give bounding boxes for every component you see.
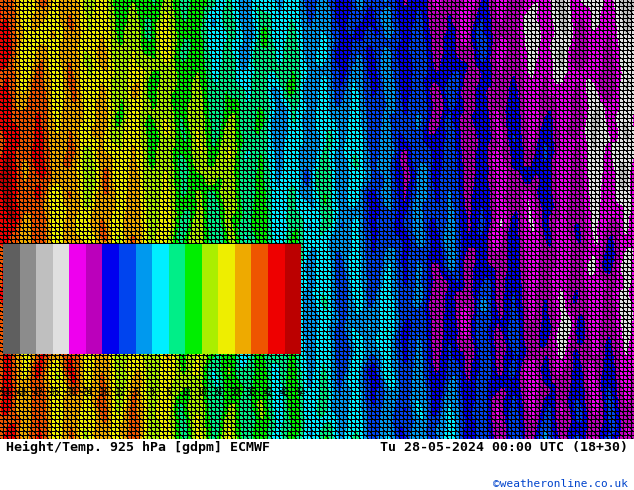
Text: -18: -18 [96, 388, 110, 397]
Text: 24: 24 [214, 388, 223, 397]
Text: 6: 6 [166, 388, 171, 397]
Text: 0: 0 [150, 388, 155, 397]
Text: -42: -42 [29, 388, 43, 397]
Bar [252, 244, 268, 354]
Bar [169, 244, 185, 354]
Text: 30: 30 [230, 388, 240, 397]
Text: Height/Temp. 925 hPa [gdpm] ECMWF: Height/Temp. 925 hPa [gdpm] ECMWF [6, 441, 270, 454]
Bar [136, 244, 152, 354]
Bar [185, 244, 202, 354]
Text: ©weatheronline.co.uk: ©weatheronline.co.uk [493, 479, 628, 489]
Bar [86, 244, 103, 354]
Text: -24: -24 [79, 388, 93, 397]
Bar [285, 244, 301, 354]
Bar [3, 244, 20, 354]
Bar [36, 244, 53, 354]
Text: -48: -48 [13, 388, 27, 397]
Bar [235, 244, 252, 354]
Bar [218, 244, 235, 354]
Text: -6: -6 [131, 388, 140, 397]
Text: 42: 42 [263, 388, 273, 397]
Bar [119, 244, 136, 354]
Text: Tu 28-05-2024 00:00 UTC (18+30): Tu 28-05-2024 00:00 UTC (18+30) [380, 441, 628, 454]
Text: 54: 54 [297, 388, 306, 397]
Bar [20, 244, 36, 354]
Bar [69, 244, 86, 354]
Bar [103, 244, 119, 354]
Text: 18: 18 [197, 388, 207, 397]
Bar [152, 244, 169, 354]
Text: 12: 12 [181, 388, 190, 397]
Text: -12: -12 [112, 388, 126, 397]
Text: 48: 48 [280, 388, 289, 397]
Bar [53, 244, 69, 354]
Bar [268, 244, 285, 354]
Text: -36: -36 [46, 388, 60, 397]
Text: -30: -30 [63, 388, 76, 397]
Text: 36: 36 [247, 388, 256, 397]
Bar [202, 244, 218, 354]
Text: -54: -54 [0, 388, 10, 397]
